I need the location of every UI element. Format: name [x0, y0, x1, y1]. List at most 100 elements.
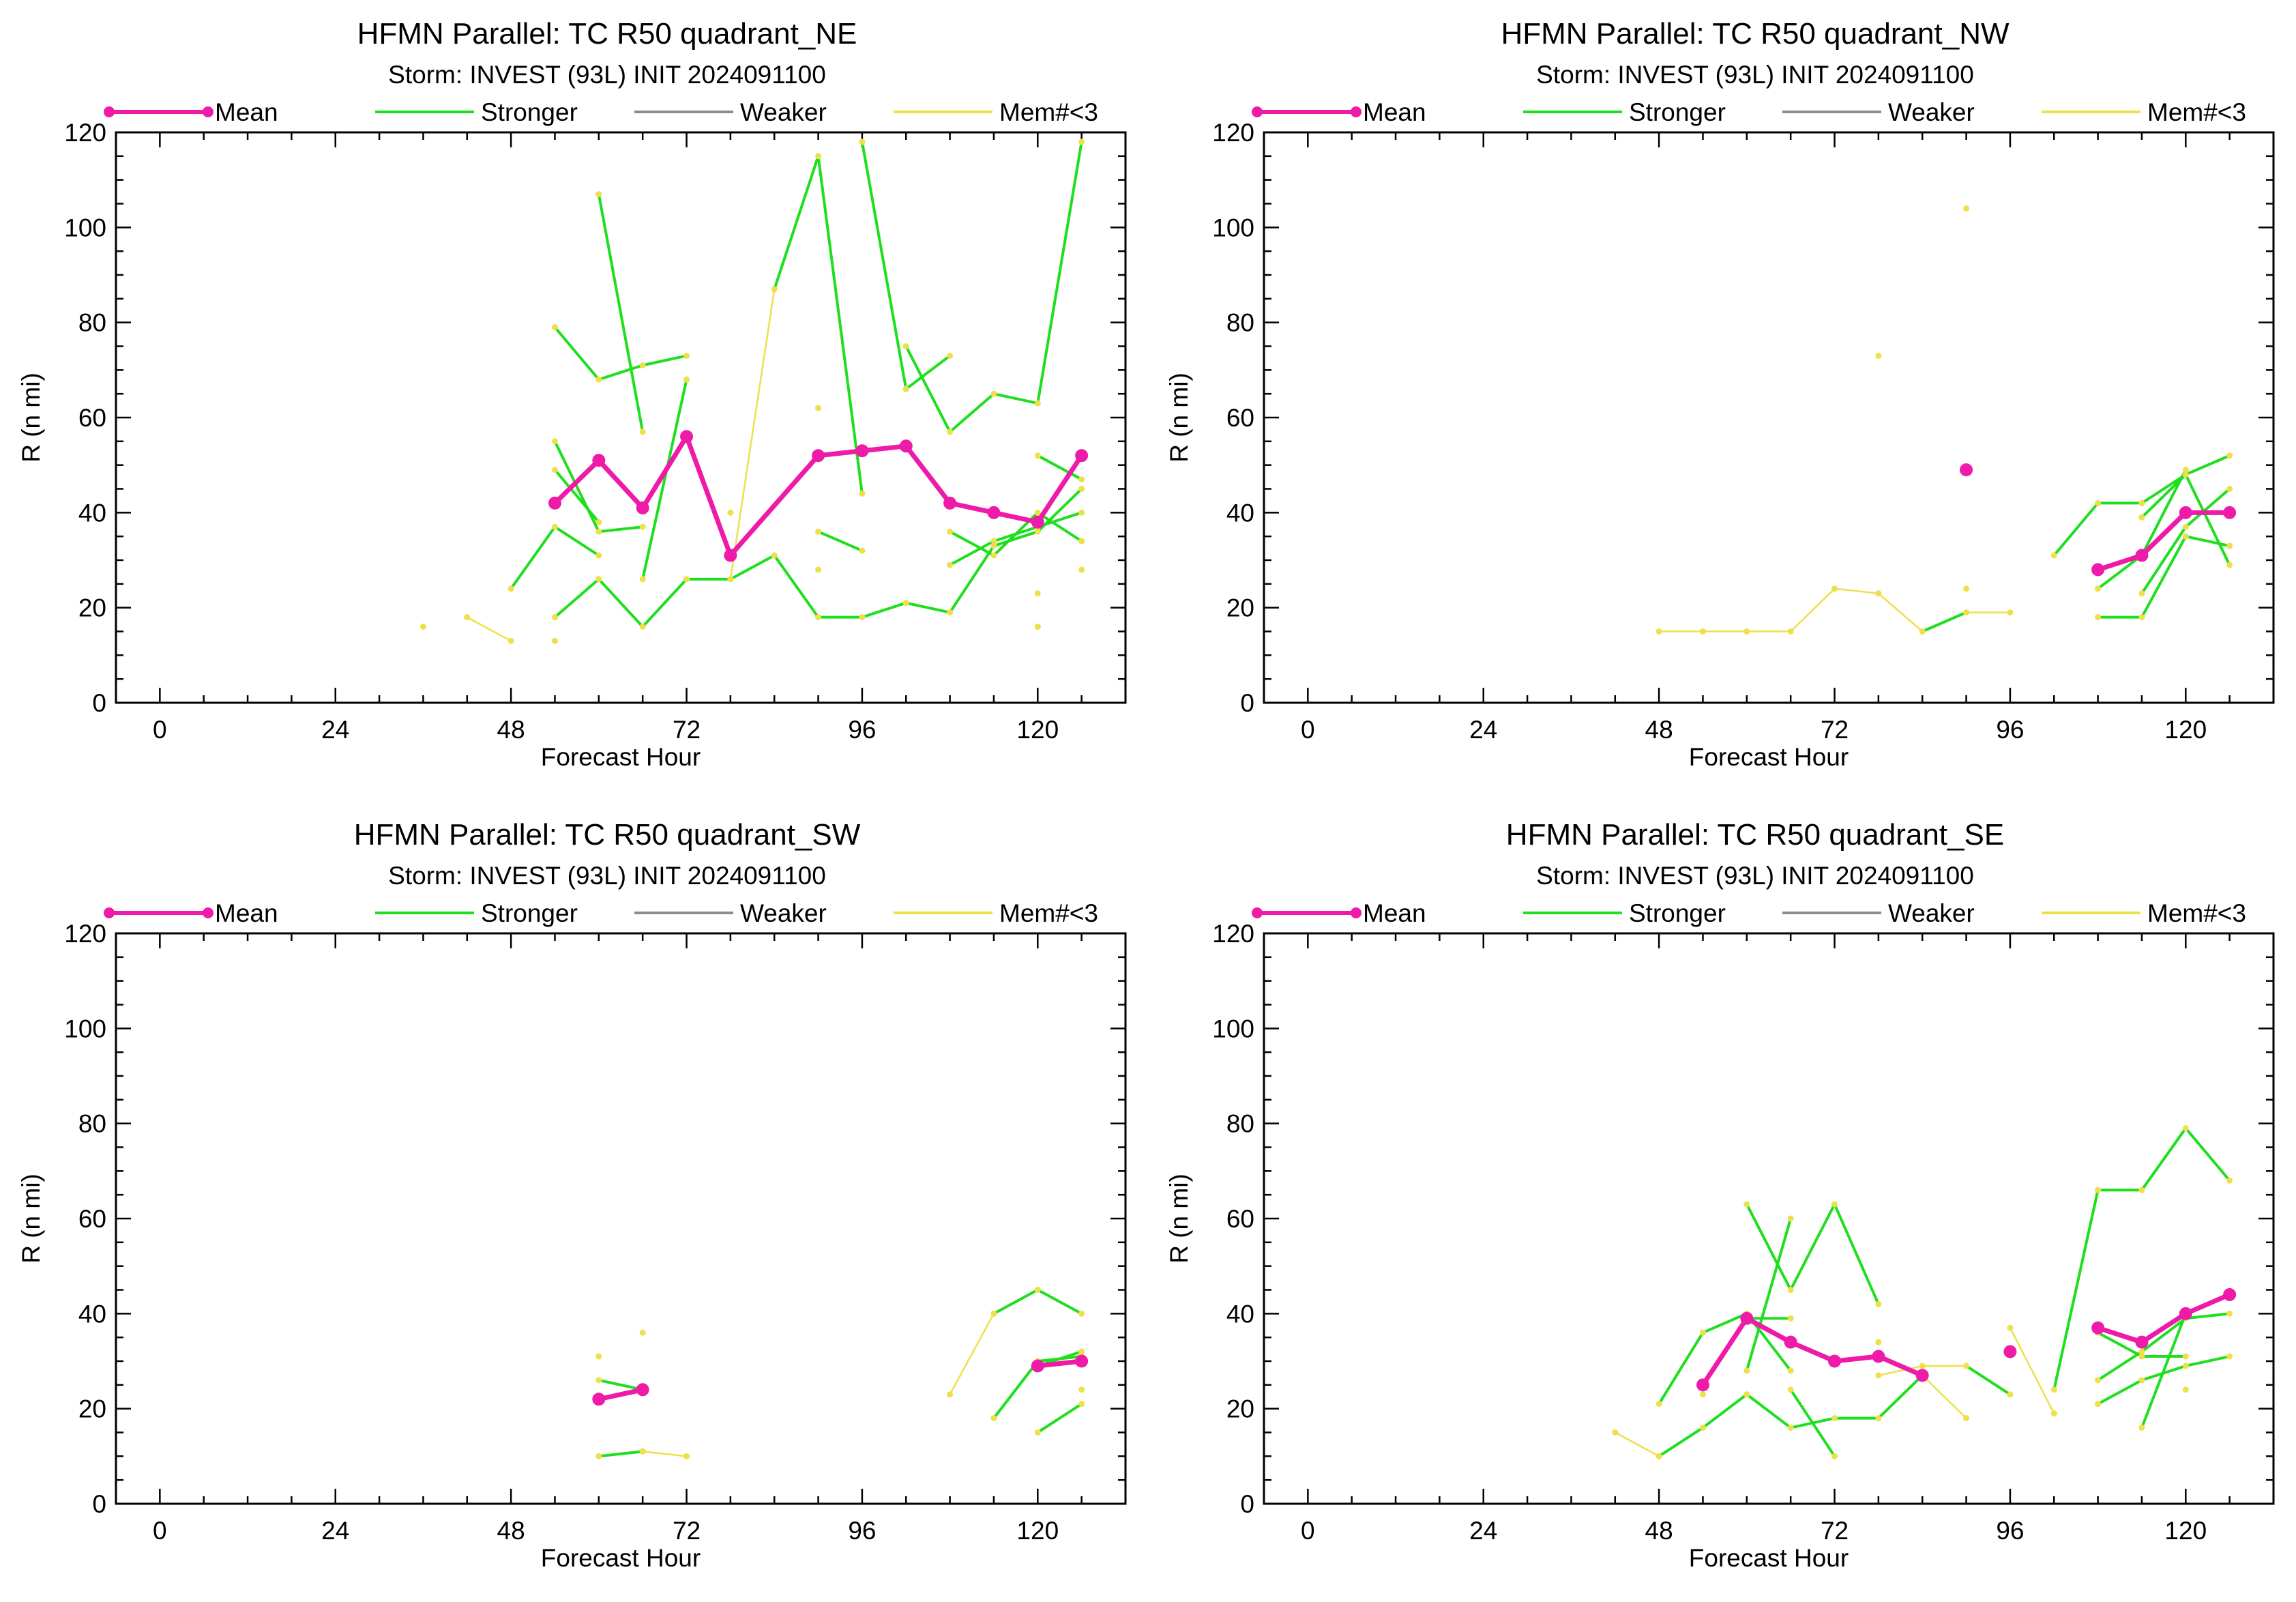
x-tick-label: 72 [1821, 1517, 1849, 1545]
mem-line [643, 1451, 687, 1457]
stronger-point [2182, 533, 2189, 540]
stronger-point [1034, 528, 1041, 535]
legend-item-mean: Mean [104, 899, 278, 927]
plot-area [420, 139, 1089, 644]
legend: Mean Stronger Weaker Mem#<3 [104, 899, 1098, 927]
stronger-series-4 [1743, 1215, 1794, 1374]
y-tick-label: 80 [78, 1110, 106, 1138]
stronger-line [553, 469, 600, 523]
stronger-point [551, 324, 558, 331]
stronger-point [1919, 628, 1926, 635]
mem-point [1078, 1386, 1085, 1393]
stronger-point [1655, 1453, 1662, 1459]
mem-point [1831, 585, 1838, 592]
stronger-point [902, 343, 909, 349]
stronger-series-8 [2050, 1125, 2233, 1393]
stronger-line [860, 141, 908, 390]
chart-title: HFMN Parallel: TC R50 quadrant_NE [357, 17, 857, 50]
mean-point [2135, 1335, 2149, 1349]
stronger-point [551, 438, 558, 445]
stronger-point [595, 1377, 602, 1384]
x-tick-label: 48 [1645, 1517, 1673, 1545]
stronger-line [1746, 1203, 1880, 1305]
stronger-point [947, 528, 954, 535]
y-tick-label: 100 [64, 1015, 106, 1043]
stronger-series-7 [639, 376, 690, 583]
mean-point [724, 549, 737, 562]
stronger-point [1034, 452, 1041, 459]
legend: Mean Stronger Weaker Mem#<3 [104, 98, 1098, 126]
stronger-point [990, 1415, 997, 1422]
stronger-point [1787, 1287, 1794, 1293]
stronger-point [1787, 1315, 1794, 1322]
stronger-point [2050, 552, 2057, 559]
stronger-line [2097, 1355, 2231, 1406]
y-tick-label: 0 [1240, 689, 1254, 717]
stronger-line [597, 194, 645, 433]
x-tick-label: 120 [1016, 716, 1059, 744]
x-axis-label: Forecast Hour [541, 1544, 701, 1572]
mem-point [2050, 1410, 2057, 1417]
stronger-point [1078, 1310, 1085, 1317]
y-tick-label: 40 [1226, 1300, 1254, 1328]
mean-point [1872, 1350, 1885, 1363]
chart-panel-2: HFMN Parallel: TC R50 quadrant_NW Storm: … [1165, 17, 2275, 771]
stronger-point [2226, 1353, 2233, 1360]
stronger-line [1789, 1388, 1836, 1457]
stronger-line [554, 488, 1083, 628]
x-tick-label: 72 [673, 1517, 701, 1545]
mem-line [1615, 1431, 1660, 1457]
mem-point [2182, 1386, 2189, 1393]
stronger-point [1787, 1367, 1794, 1374]
y-tick-label: 100 [64, 214, 106, 242]
legend-label-stronger: Stronger [481, 98, 578, 126]
mem-point [1078, 566, 1085, 573]
y-tick-label: 60 [1226, 404, 1254, 432]
legend-item-stronger: Stronger [375, 899, 578, 927]
mean-point [812, 449, 825, 463]
x-tick-label: 24 [1469, 716, 1497, 744]
legend-label-weaker: Weaker [740, 899, 827, 927]
stronger-series-12 [815, 528, 866, 554]
stronger-series-10 [2095, 1353, 2233, 1408]
mean-line [1037, 1358, 1083, 1369]
mem-series-5 [727, 509, 734, 516]
x-tick-label: 48 [497, 716, 525, 744]
stronger-point [1831, 1201, 1838, 1208]
mem-series-7 [815, 566, 822, 573]
mem-series-6 [1875, 1339, 1882, 1345]
stronger-point [990, 542, 997, 549]
stronger-point [639, 624, 646, 630]
stronger-point [1831, 1453, 1838, 1459]
x-tick-label: 48 [1645, 716, 1673, 744]
stronger-point [2182, 471, 2189, 478]
chart-subtitle: Storm: INVEST (93L) INIT 2024091100 [388, 862, 826, 890]
plot-frame [115, 932, 1127, 1505]
stronger-line [1658, 1312, 1792, 1405]
stronger-point [1787, 1215, 1794, 1222]
legend-item-weaker: Weaker [1782, 98, 1975, 126]
mem-series-3 [595, 1353, 602, 1360]
mem-line [467, 616, 512, 642]
y-tick-label: 80 [1226, 309, 1254, 337]
x-tick-label: 0 [153, 716, 167, 744]
stronger-point [1078, 476, 1085, 483]
y-tick-label: 60 [78, 404, 106, 432]
stronger-series-2 [2050, 452, 2233, 559]
y-tick-label: 40 [78, 499, 106, 527]
stronger-point [947, 609, 954, 616]
stronger-point [771, 552, 778, 559]
legend-item-weaker: Weaker [634, 98, 827, 126]
stronger-series-11 [902, 352, 954, 392]
mem-series-3 [420, 624, 426, 630]
y-tick-label: 20 [78, 1395, 106, 1423]
chart-title: HFMN Parallel: TC R50 quadrant_SE [1506, 818, 2004, 851]
stronger-point [2182, 1125, 2189, 1132]
chart-subtitle: Storm: INVEST (93L) INIT 2024091100 [1536, 862, 1974, 890]
stronger-series-9 [2095, 1310, 2233, 1384]
y-tick-label: 120 [64, 920, 106, 948]
legend-label-mean: Mean [1363, 98, 1426, 126]
legend-label-weaker: Weaker [1888, 899, 1975, 927]
stronger-series-3 [551, 438, 646, 535]
